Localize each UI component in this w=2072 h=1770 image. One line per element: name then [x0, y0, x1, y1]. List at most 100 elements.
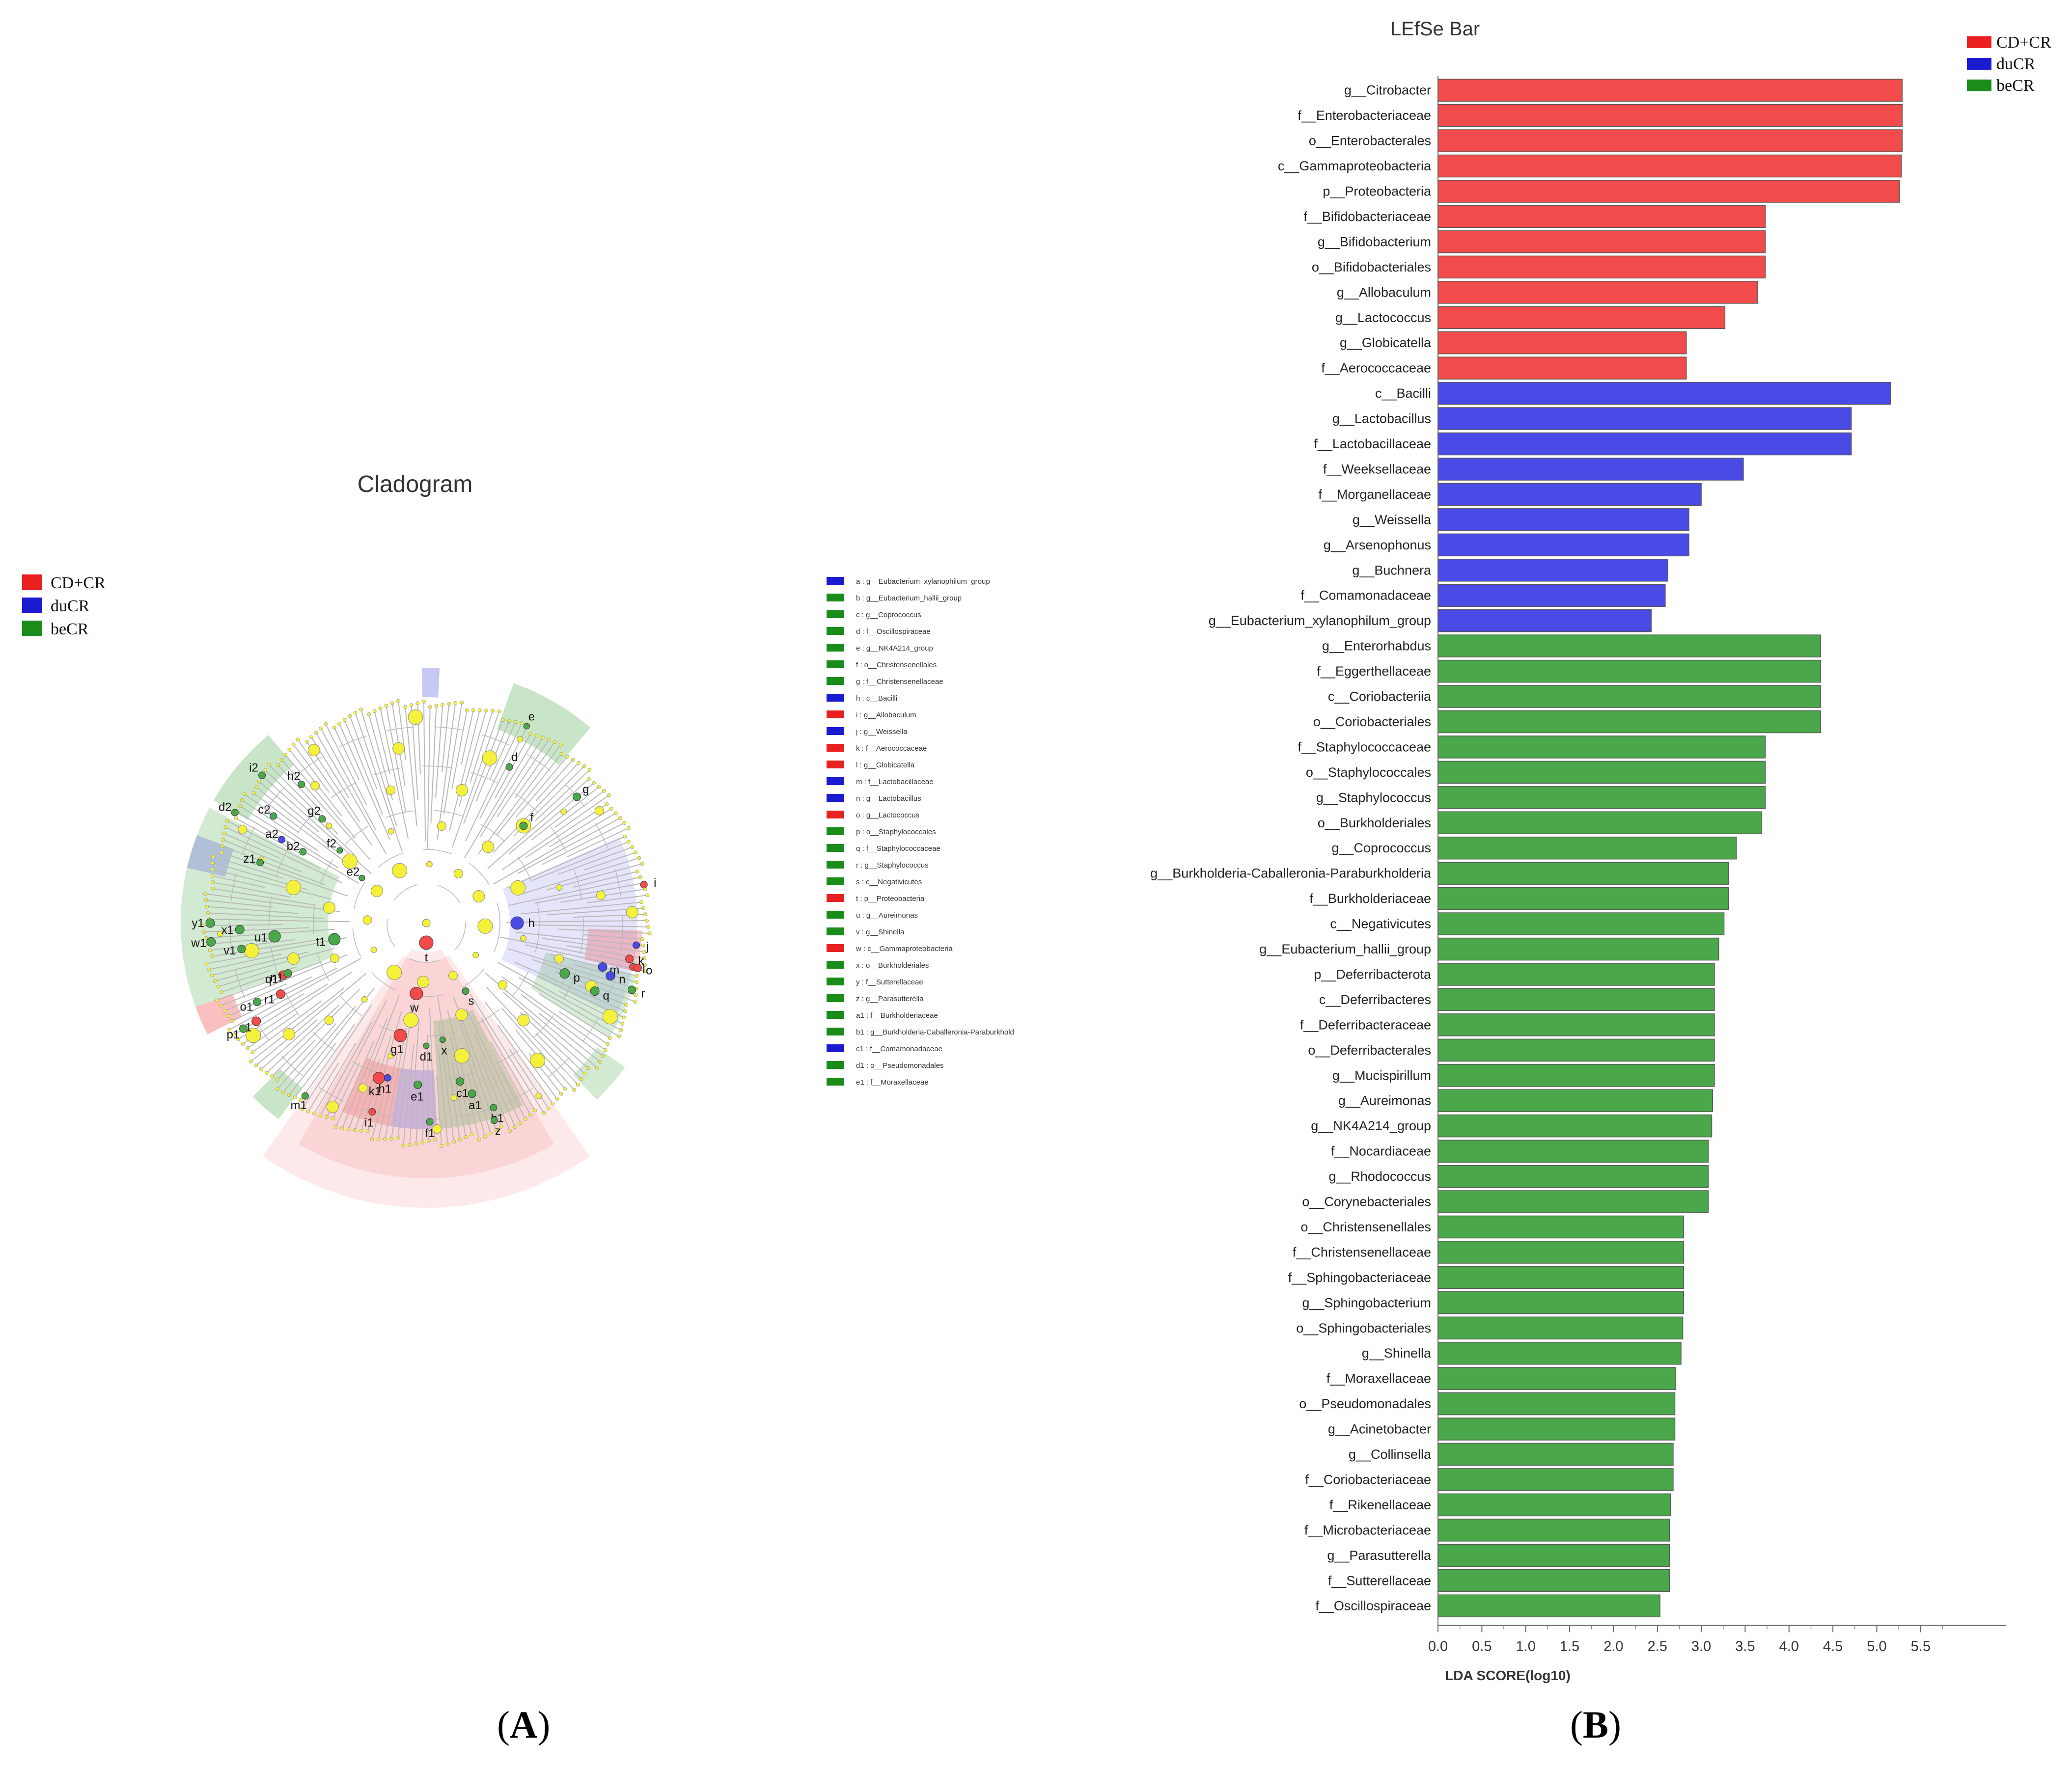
- cladogram-leaf-node: [587, 768, 592, 772]
- key-entry: c : g__Coprococcus: [856, 611, 921, 619]
- cladogram-leaf-node: [546, 1106, 551, 1111]
- biomarker-node-r: [627, 985, 636, 994]
- lefse-bar-f-enterobacteriaceae: [1437, 104, 1903, 127]
- cladogram-branch: [212, 869, 332, 900]
- cladogram-branch: [557, 928, 650, 934]
- cladogram-leaf-node: [346, 1127, 351, 1132]
- cladogram-leaf-node: [396, 1136, 400, 1141]
- lefse-bar-g-buchnera: [1437, 559, 1668, 582]
- cladogram-node: [287, 952, 300, 965]
- key-swatch: [827, 1078, 844, 1086]
- cladogram-branch: [325, 724, 367, 806]
- cladogram-branch: [374, 711, 390, 774]
- lefse-category-label: g__Parasutterella: [1327, 1548, 1432, 1563]
- key-swatch: [827, 1011, 844, 1019]
- lefse-category-label: o__Burkholderiales: [1318, 816, 1431, 830]
- key-swatch: [827, 911, 844, 919]
- cladogram-branch: [461, 710, 474, 765]
- lefse-category-label: g__Lactococcus: [1335, 310, 1431, 325]
- biomarker-node-f: [519, 821, 528, 830]
- cladogram-node: [324, 1015, 334, 1025]
- cladogram-node: [403, 1012, 419, 1028]
- cladogram-leaf-node: [586, 1066, 590, 1070]
- lefse-category-label: f__Staphylococcaceae: [1298, 739, 1431, 754]
- cladogram-leaf-node: [305, 739, 309, 744]
- cladogram-legend: CD+CR duCR beCR: [22, 574, 106, 638]
- lefse-title: LEfSe Bar: [1390, 18, 1480, 40]
- lefse-category-label: g__Eubacterium_hallii_group: [1259, 942, 1431, 956]
- cladogram-node: [330, 953, 339, 963]
- cladogram-leaf-node: [605, 802, 609, 806]
- cladogram-leaf-node: [627, 840, 631, 844]
- lefse-category-label: c__Negativicutes: [1330, 917, 1431, 931]
- lefse-bar-f-sphingobacteriaceae: [1437, 1266, 1685, 1289]
- cladogram-leaf-node: [365, 1129, 370, 1133]
- cladogram-leaf-node: [637, 856, 641, 860]
- lefse-bar-c-deferribacteres: [1437, 988, 1715, 1011]
- lefse-bar-g-staphylococcus: [1437, 786, 1766, 809]
- cladogram-leaf-node: [582, 1071, 587, 1076]
- cladogram-branch: [206, 899, 273, 908]
- cladogram-leaf-node: [257, 779, 261, 784]
- cladogram-leaf-node: [639, 900, 643, 904]
- lefse-category-label: g__Rhodococcus: [1328, 1169, 1431, 1184]
- cladogram-branch: [536, 759, 574, 801]
- cladogram-node: [392, 863, 408, 878]
- biomarker-label-r: r: [641, 987, 645, 1000]
- biomarker-node-o: [633, 963, 642, 972]
- cladogram-level-arc: [313, 810, 540, 1036]
- biomarker-node-n: [606, 971, 615, 980]
- cladogram-branch: [335, 1040, 375, 1128]
- cladogram-leaf-node: [370, 1137, 374, 1142]
- key-swatch: [827, 794, 844, 802]
- lefse-bar-f-weeksellaceae: [1437, 458, 1744, 481]
- biomarker-node-u1: [268, 930, 281, 943]
- cladogram-node: [560, 808, 567, 815]
- cladogram-leaf-node: [309, 735, 313, 739]
- lefse-bar-g-citrobacter: [1437, 79, 1903, 102]
- cladogram-branch: [521, 901, 642, 915]
- lefse-x-tick-label: 3.0: [1691, 1638, 1711, 1654]
- key-entry: c1 : f__Comamonadaceae: [856, 1045, 942, 1053]
- lefse-bar-g-enterorhabdus: [1437, 634, 1821, 657]
- cladogram-leaf-node: [275, 1078, 279, 1082]
- cladogram-node: [482, 841, 495, 853]
- cladogram-branch: [205, 893, 340, 912]
- cladogram-leaf-node: [211, 854, 215, 859]
- cladogram-leaf-node: [384, 704, 388, 708]
- cladogram-leaf-node: [640, 862, 644, 866]
- cladogram-branch: [497, 962, 621, 1031]
- lefse-bar-g-eubacterium-xylanophilum-group: [1437, 609, 1652, 632]
- biomarker-label-a2: a2: [265, 828, 278, 841]
- cladogram-branch: [221, 954, 348, 1007]
- lefse-x-tick-label: 0.5: [1472, 1638, 1492, 1654]
- cladogram-branch: [415, 1086, 419, 1144]
- cladogram-leaf-node: [227, 1028, 231, 1032]
- key-swatch: [827, 827, 844, 835]
- cladogram-branch: [525, 804, 608, 858]
- biomarker-node-h2: [298, 781, 305, 789]
- cladogram-leaf-node: [306, 1109, 310, 1114]
- cladogram-node: [408, 709, 423, 725]
- cladogram-leaf-node: [646, 925, 650, 929]
- cladogram-branch: [206, 937, 347, 964]
- cladogram-leaf-node: [507, 719, 511, 723]
- biomarker-node-k: [625, 954, 634, 963]
- cladogram-node: [535, 1092, 542, 1099]
- cladogram-leaf-node: [337, 721, 341, 726]
- cladogram-leaf-node: [213, 979, 217, 983]
- lefse-category-label: f__Deferribacteraceae: [1300, 1017, 1431, 1032]
- cladogram-leaf-node: [586, 777, 591, 781]
- key-entry: k : f__Aerococcaceae: [856, 744, 927, 753]
- biomarker-label-b2: b2: [287, 840, 300, 853]
- biomarker-label-h1: h1: [378, 1083, 391, 1096]
- cladogram-branch: [441, 704, 450, 772]
- lefse-bar-g-eubacterium-hallii-group: [1437, 937, 1719, 961]
- lefse-bar-o-sphingobacteriales: [1437, 1316, 1684, 1340]
- lefse-x-tick-label: 0.0: [1428, 1638, 1448, 1654]
- lefse-bar-o-corynebacteriales: [1437, 1190, 1709, 1213]
- cladogram-leaf-node: [246, 1046, 250, 1050]
- cladogram-leaf-node: [210, 973, 214, 978]
- cladogram-leaf-node: [287, 1093, 291, 1097]
- cladogram-leaf-node: [383, 1137, 387, 1141]
